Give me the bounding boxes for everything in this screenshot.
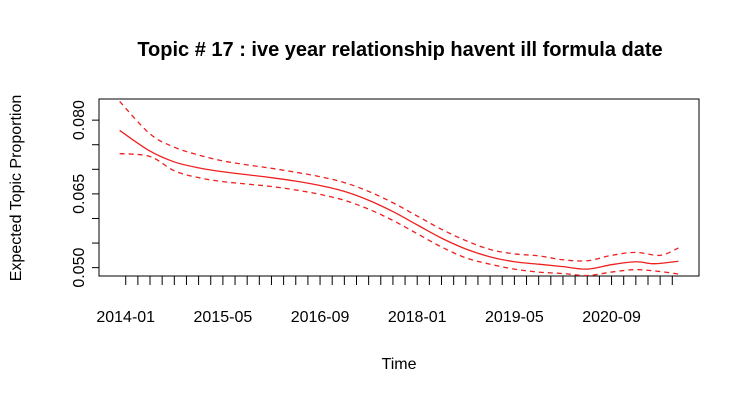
- x-tick-label-0: 2014-01: [96, 309, 155, 326]
- estimate-line: [119, 129, 679, 270]
- x-axis-label: Time: [382, 356, 417, 373]
- x-axis: 2014-01 2015-05 2016-09 2018-01 2019-05 2020-…: [96, 276, 673, 326]
- y-tick-label-1: 0.065: [71, 174, 88, 214]
- x-tick-label-1: 2015-05: [194, 309, 253, 326]
- x-tick-label-2: 2016-09: [291, 309, 350, 326]
- lower-ci-line: [119, 152, 679, 277]
- y-tick-label-2: 0.080: [71, 100, 88, 140]
- y-axis-label: Expected Topic Proportion: [8, 95, 25, 281]
- plot-frame: [98, 98, 700, 277]
- x-tick-label-3: 2018-01: [388, 309, 447, 326]
- chart-title: Topic # 17 : ive year relationship haven…: [137, 39, 662, 61]
- y-axis: 0.050 0.065 0.080: [71, 100, 99, 288]
- upper-ci-line: [119, 101, 679, 262]
- series-lines: [119, 101, 679, 277]
- x-tick-label-4: 2019-05: [485, 309, 544, 326]
- y-tick-label-0: 0.050: [71, 248, 88, 288]
- x-tick-label-5: 2020-09: [582, 309, 641, 326]
